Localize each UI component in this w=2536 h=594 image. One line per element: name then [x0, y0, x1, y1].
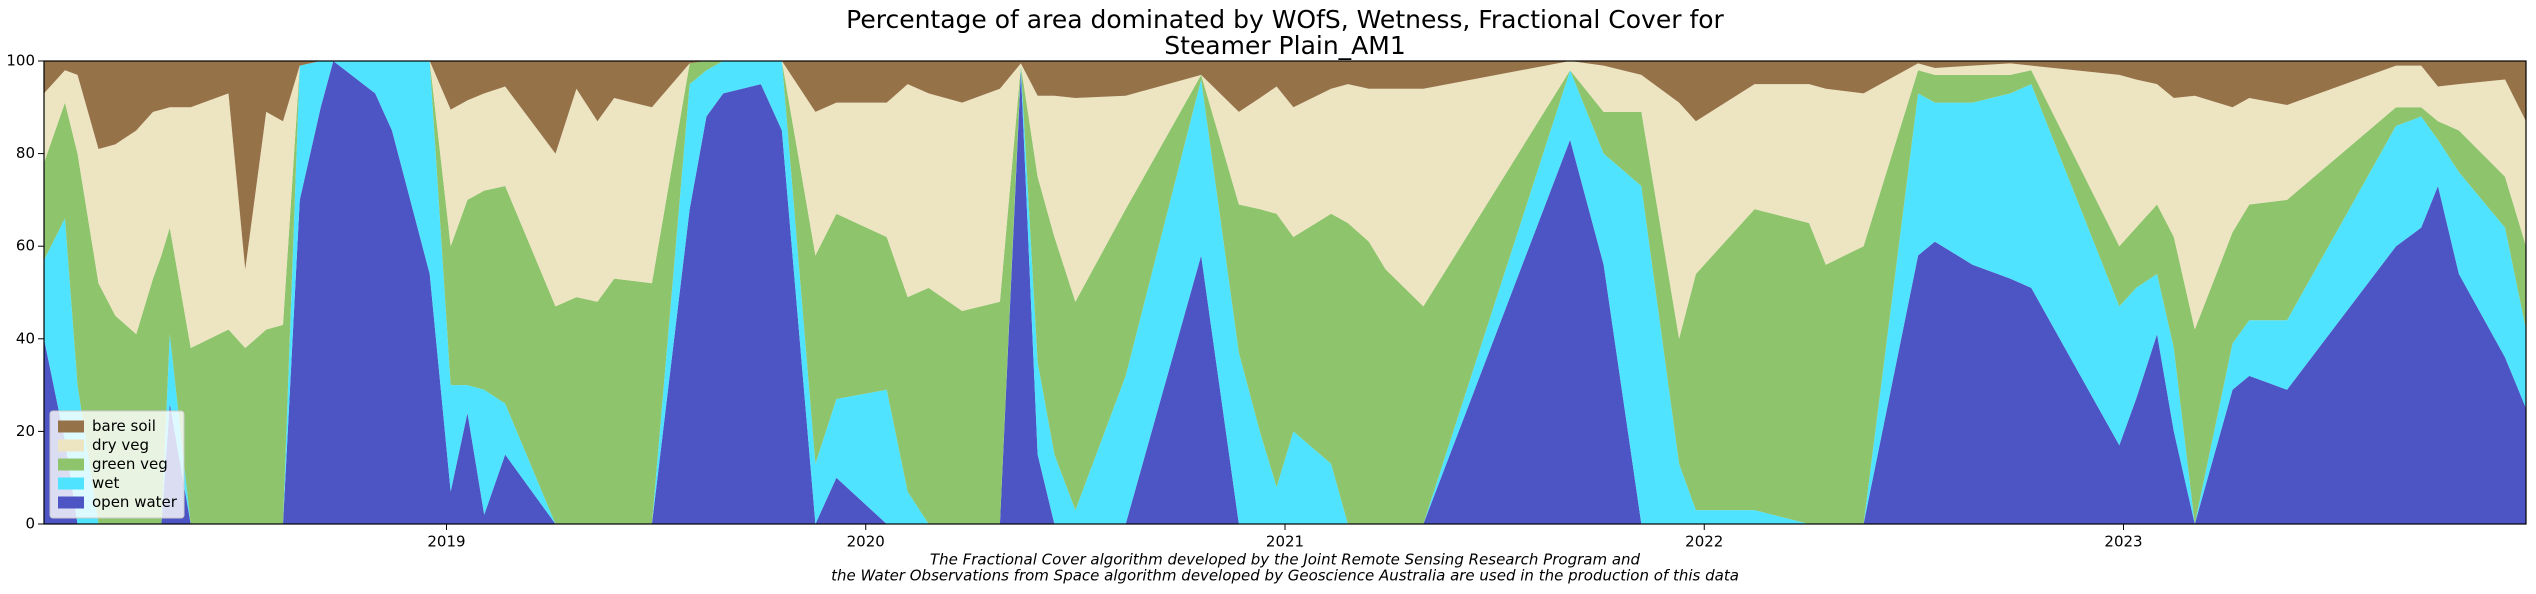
axes: 0 20 40 60 80 100 2019 2020 2021 2022 2023 bare soi…	[6, 52, 2527, 551]
y-tick-label: 80	[16, 144, 35, 162]
y-tick-label: 20	[16, 422, 35, 440]
legend-label: green veg	[92, 455, 168, 473]
legend-box	[49, 410, 185, 519]
footnote: The Fractional Cover algorithm developed…	[930, 551, 1641, 569]
x-tick-label: 2021	[1266, 533, 1304, 551]
area	[44, 61, 2526, 270]
plot-area	[44, 61, 2526, 524]
y-tick-label: 100	[6, 52, 35, 70]
legend-swatch	[58, 458, 84, 471]
x-tick-label: 2022	[1685, 533, 1723, 551]
area	[44, 61, 2526, 524]
x-tick-label: 2023	[2104, 533, 2142, 551]
y-tick-label: 40	[16, 329, 35, 347]
legend-swatch	[58, 420, 84, 433]
x-tick-label: 2019	[427, 533, 465, 551]
legend-label: bare soil	[92, 417, 156, 435]
legend-label: open water	[92, 493, 178, 511]
legend-swatch	[58, 439, 84, 452]
legend-swatch	[58, 477, 84, 490]
x-tick-label: 2020	[847, 533, 885, 551]
chart-title: Percentage of area dominated by WOfS, We…	[846, 5, 1724, 34]
area	[44, 61, 2526, 524]
legend-label: dry veg	[92, 436, 149, 454]
chart-title: Steamer Plain_AM1	[1164, 31, 1406, 60]
y-tick-label: 60	[16, 237, 35, 255]
legend-label: wet	[92, 474, 119, 492]
area	[44, 61, 2526, 349]
y-tick-label: 0	[25, 515, 35, 533]
legend-swatch	[58, 496, 84, 509]
area	[44, 61, 2526, 524]
footnote: the Water Observations from Space algori…	[831, 567, 1739, 585]
